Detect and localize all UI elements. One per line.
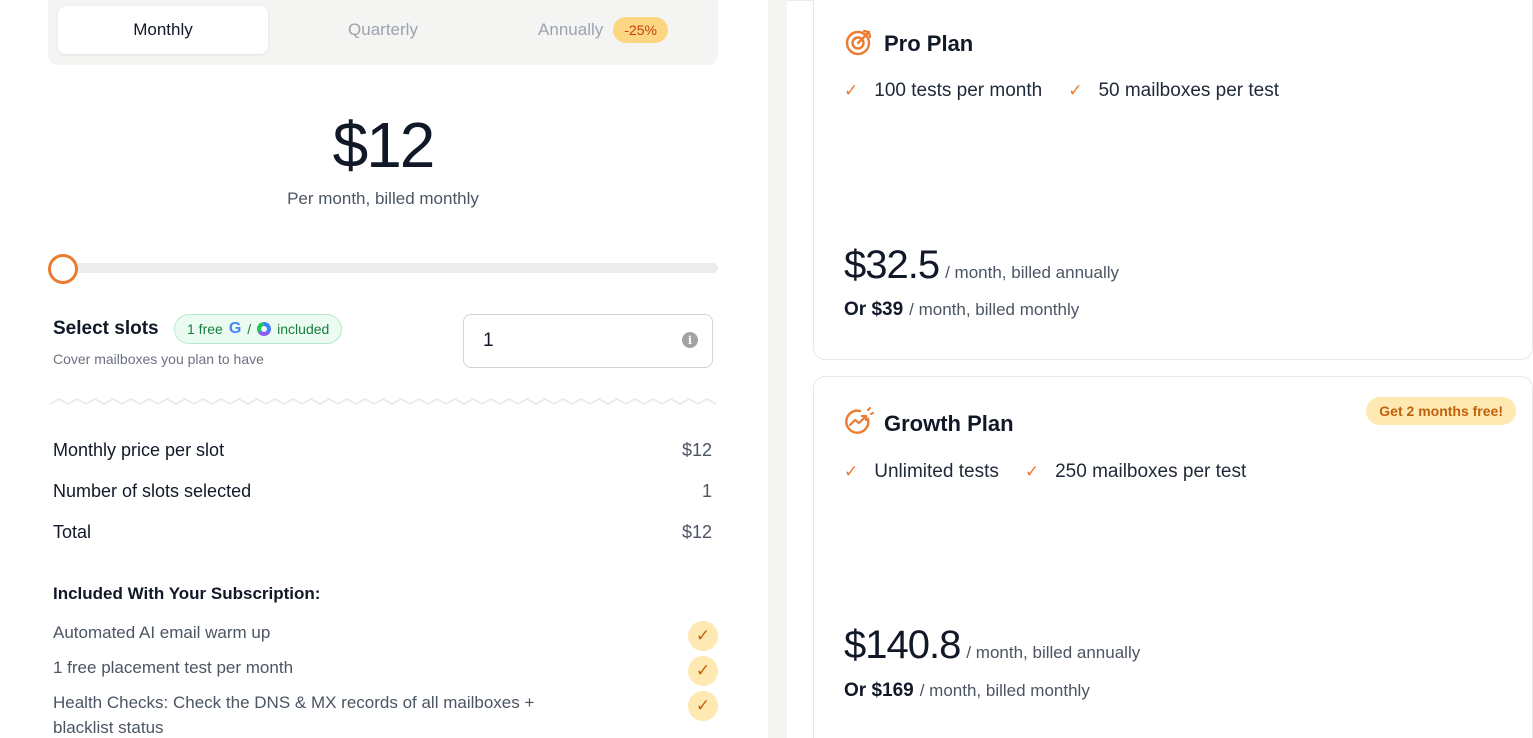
plan-price-period: / month, billed annually	[966, 643, 1141, 662]
check-icon: ✓	[688, 691, 718, 721]
plan-feature-item: ✓ 50 mailboxes per test	[1068, 80, 1279, 102]
promo-badge: Get 2 months free!	[1366, 397, 1516, 425]
zigzag-divider	[50, 398, 716, 405]
slots-quantity-input[interactable]	[463, 314, 713, 368]
plan-price: $32.5 / month, billed annually	[844, 243, 1119, 288]
google-icon: G	[228, 320, 242, 337]
plan-features: ✓ Unlimited tests ✓ 250 mailboxes per te…	[844, 461, 1246, 483]
plan-price-period: / month, billed annually	[945, 263, 1119, 282]
plan-feature-text: 250 mailboxes per test	[1055, 461, 1247, 482]
plan-features: ✓ 100 tests per month ✓ 50 mailboxes per…	[844, 80, 1279, 102]
summary-label-price-per-slot: Monthly price per slot	[53, 440, 225, 460]
tab-monthly[interactable]: Monthly	[58, 6, 268, 54]
free-mailbox-badge: 1 free G / included	[174, 314, 343, 344]
select-slots-subtitle: Cover mailboxes you plan to have	[53, 351, 264, 367]
plan-feature-text: 100 tests per month	[874, 80, 1043, 101]
plan-feature-item: ✓ Unlimited tests	[844, 461, 999, 483]
plan-feature-text: Unlimited tests	[874, 461, 999, 482]
pricing-calculator-panel: Monthly Quarterly Annually -25% $12 Per …	[48, 0, 718, 737]
check-icon: ✓	[688, 621, 718, 651]
slots-slider-track[interactable]	[50, 263, 718, 273]
summary-label-slots-selected: Number of slots selected	[53, 481, 252, 501]
target-icon	[845, 29, 872, 56]
panel-divider	[768, 0, 787, 738]
price-caption: Per month, billed monthly	[287, 189, 479, 208]
plan-alt-price: Or $39 / month, billed monthly	[844, 299, 1079, 321]
check-icon: ✓	[1024, 462, 1040, 481]
tab-annually-label: Annually	[538, 20, 604, 39]
plan-alt-price: Or $169 / month, billed monthly	[844, 680, 1090, 702]
plan-name: Pro Plan	[884, 31, 974, 56]
plan-price-amount: $140.8	[844, 623, 961, 667]
check-icon: ✓	[1068, 81, 1083, 100]
tab-monthly-label: Monthly	[133, 20, 193, 39]
check-icon: ✓	[844, 462, 859, 481]
plan-feature-item: ✓ 250 mailboxes per test	[1025, 461, 1246, 483]
plan-feature-item: ✓ 100 tests per month	[844, 80, 1042, 102]
plan-card-pro[interactable]: Pro Plan ✓ 100 tests per month ✓ 50 mail…	[813, 0, 1533, 360]
plan-alt-price-amount: Or $169	[844, 680, 914, 701]
plan-card-growth[interactable]: Get 2 months free! Growth Plan ✓ Unlimit…	[813, 376, 1533, 738]
plan-alt-price-period: / month, billed monthly	[909, 300, 1080, 319]
summary-value-total: $12	[681, 522, 712, 542]
included-feature-item: Health Checks: Check the DNS & MX record…	[53, 693, 535, 737]
free-badge-prefix: 1 free	[187, 321, 223, 337]
check-icon: ✓	[844, 81, 859, 100]
included-feature-item: Automated AI email warm up	[53, 623, 271, 642]
summary-value-price-per-slot: $12	[681, 440, 712, 460]
tab-annually[interactable]: Annually -25%	[498, 6, 708, 54]
tab-quarterly[interactable]: Quarterly	[278, 6, 488, 54]
summary-label-total: Total	[53, 522, 92, 542]
plan-alt-price-period: / month, billed monthly	[919, 681, 1090, 700]
growth-arrow-icon	[845, 407, 874, 434]
annual-discount-badge: -25%	[613, 17, 668, 43]
plan-name: Growth Plan	[884, 411, 1014, 436]
included-feature-item: 1 free placement test per month	[53, 658, 294, 677]
tab-quarterly-label: Quarterly	[348, 20, 418, 39]
price-amount: $12	[332, 109, 436, 181]
free-badge-separator: /	[247, 321, 252, 337]
microsoft-icon	[257, 322, 272, 336]
select-slots-title: Select slots	[53, 318, 159, 339]
info-icon[interactable]: i	[682, 332, 698, 348]
billing-period-tabs: Monthly Quarterly Annually -25%	[48, 0, 718, 65]
free-badge-suffix: included	[277, 321, 330, 337]
check-icon: ✓	[688, 656, 718, 686]
summary-value-slots-selected: 1	[701, 481, 712, 501]
plan-price: $140.8 / month, billed annually	[844, 623, 1140, 668]
plan-alt-price-amount: Or $39	[844, 299, 904, 320]
plan-feature-text: 50 mailboxes per test	[1098, 80, 1280, 101]
included-title: Included With Your Subscription:	[53, 584, 321, 603]
slots-slider-handle[interactable]	[48, 254, 78, 284]
plan-price-amount: $32.5	[844, 243, 940, 287]
